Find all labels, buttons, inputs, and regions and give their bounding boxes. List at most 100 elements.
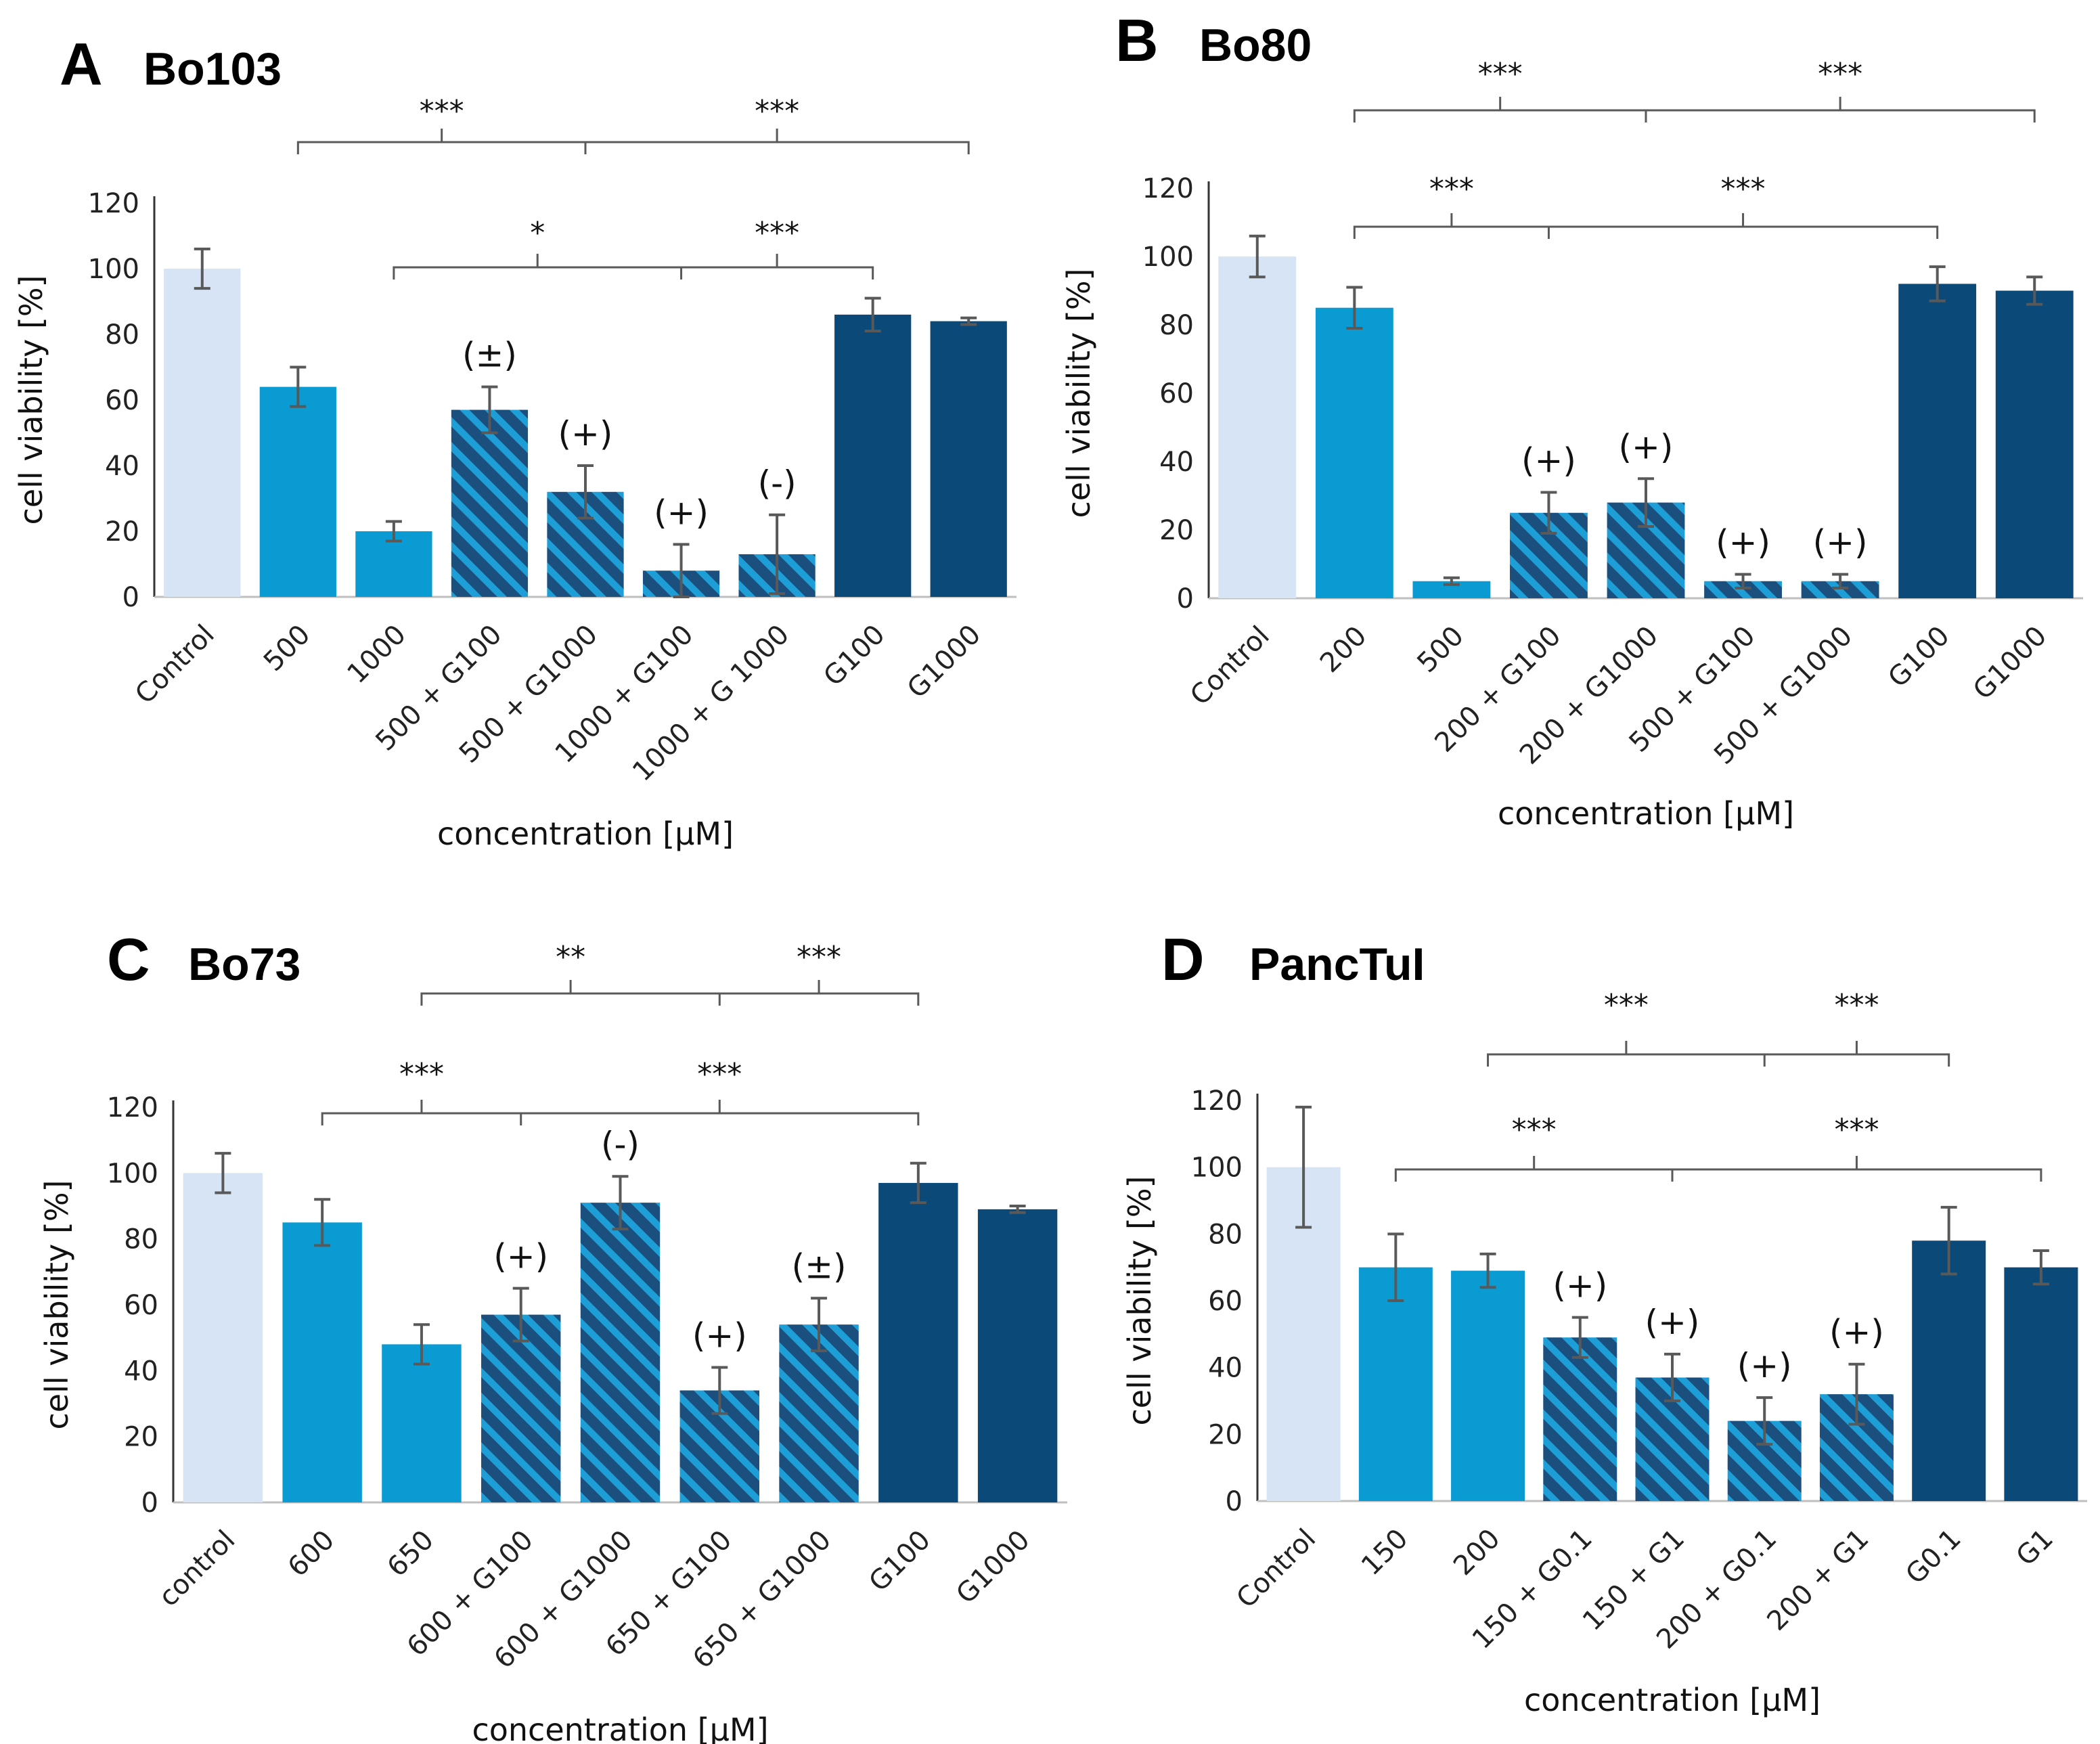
bar-annotation: (+) (692, 1316, 747, 1355)
panel-letter: C (107, 926, 150, 993)
bar-annotation: (+) (1552, 1266, 1607, 1305)
category-label: 500 (1411, 621, 1470, 679)
significance-bracket (1394, 1168, 2042, 1182)
bar (878, 1182, 958, 1502)
x-axis-title: concentration [µM] (1524, 1682, 1820, 1718)
bar (1451, 1270, 1525, 1501)
bar (382, 1344, 462, 1502)
category-label: Control (129, 619, 221, 711)
significance-bracket (420, 992, 920, 1006)
y-tick-label: 100 (107, 1158, 158, 1189)
category-label: G100 (818, 619, 891, 692)
category-label: Control (1230, 1523, 1322, 1615)
significance-label: *** (1429, 172, 1474, 206)
y-tick-label: 60 (105, 385, 139, 416)
panel-d: D PancTuI 0 20 40 60 80 100 120 cell viability [%… (1121, 926, 2087, 1718)
bar-annotation: (±) (792, 1247, 847, 1286)
category-label: G1000 (901, 619, 987, 705)
bar (1218, 256, 1297, 598)
bar (1543, 1337, 1617, 1501)
y-axis-title: cell viability [%] (1121, 1176, 1158, 1426)
bar (451, 409, 529, 597)
category-label: G100 (1882, 621, 1955, 694)
y-tick-label: 40 (124, 1356, 158, 1387)
panel-letter: D (1161, 926, 1205, 993)
y-tick-label: 20 (105, 516, 139, 547)
bar-annotation: (+) (1737, 1346, 1792, 1385)
bar (1358, 1267, 1433, 1501)
significance-label: *** (399, 1057, 444, 1092)
category-label: 600 (282, 1525, 341, 1584)
bar (164, 269, 241, 597)
y-tick-label: 0 (141, 1488, 158, 1519)
x-axis-title: concentration [µM] (1498, 795, 1794, 832)
significance-label: *** (797, 940, 841, 975)
category-label: Control (1184, 621, 1276, 712)
category-label: G1 (2011, 1523, 2059, 1572)
category-label: G100 (863, 1525, 936, 1598)
y-tick-label: 80 (124, 1224, 158, 1255)
bar (282, 1222, 362, 1502)
y-tick-label: 120 (88, 188, 139, 219)
significance-bracket (393, 266, 874, 280)
y-tick-label: 60 (1159, 378, 1194, 409)
bar (183, 1173, 263, 1502)
bar-annotation: (+) (493, 1237, 548, 1276)
significance-label: *** (1478, 57, 1523, 91)
y-tick-label: 0 (1226, 1486, 1243, 1517)
category-label: 200 + G1 (1761, 1523, 1875, 1637)
significance-bracket (296, 141, 970, 154)
panel-title: Bo80 (1199, 20, 1312, 71)
significance-label: *** (755, 94, 799, 129)
significance-bracket (1353, 109, 2036, 122)
y-tick-label: 20 (1208, 1419, 1243, 1450)
significance-bracket (1487, 1053, 1950, 1067)
bar-annotation: (+) (1813, 523, 1868, 562)
category-label: G0.1 (1900, 1523, 1967, 1590)
y-axis-title: cell viability [%] (1060, 269, 1097, 518)
significance-label: *** (1834, 1113, 1879, 1147)
significance-label: *** (1512, 1113, 1557, 1147)
panel-letter: A (60, 30, 103, 97)
y-tick-label: 40 (105, 451, 139, 482)
bar-annotation: (+) (1521, 441, 1576, 480)
significance-label: * (530, 216, 545, 250)
significance-label: *** (755, 216, 799, 250)
category-label: 200 (1314, 621, 1373, 679)
bar (481, 1314, 561, 1502)
bar-annotation: (+) (1716, 523, 1770, 562)
bar (259, 386, 336, 597)
bar (834, 314, 912, 597)
panel-title: PancTuI (1249, 939, 1425, 990)
category-label: 150 (1356, 1523, 1414, 1582)
y-tick-label: 120 (107, 1092, 158, 1123)
significance-label: *** (1721, 172, 1766, 206)
bar-annotation: (+) (654, 493, 709, 532)
significance-label: ** (556, 940, 585, 975)
significance-label: *** (1818, 57, 1862, 91)
bar (779, 1324, 859, 1502)
bar (2004, 1267, 2078, 1501)
y-tick-label: 100 (1191, 1153, 1243, 1184)
category-label: 500 (258, 619, 317, 678)
bar (1995, 290, 2074, 598)
panel-title: Bo73 (188, 939, 300, 990)
bar-annotation: (+) (1619, 427, 1674, 466)
panel-a: A Bo103 0 20 40 60 80 100 120 cell viability [%] C… (13, 30, 1017, 852)
bar (977, 1209, 1058, 1502)
category-label: 200 (1448, 1523, 1506, 1582)
y-axis-title: cell viability [%] (13, 275, 49, 525)
significance-bracket (1353, 225, 1939, 239)
category-label: control (153, 1525, 242, 1613)
significance-label: *** (1834, 988, 1879, 1023)
bar-annotation: (+) (1829, 1313, 1884, 1352)
bar-annotation: (±) (462, 336, 517, 375)
bar (580, 1203, 661, 1502)
y-tick-label: 60 (124, 1290, 158, 1321)
x-axis-title: concentration [µM] (472, 1712, 768, 1744)
bar-annotation: (+) (1645, 1303, 1700, 1342)
bar-annotation: (-) (601, 1125, 640, 1164)
panel-b: B Bo80 0 20 40 60 80 100 120 cell viability [%] Co… (1060, 7, 2083, 832)
y-tick-label: 0 (122, 582, 139, 613)
